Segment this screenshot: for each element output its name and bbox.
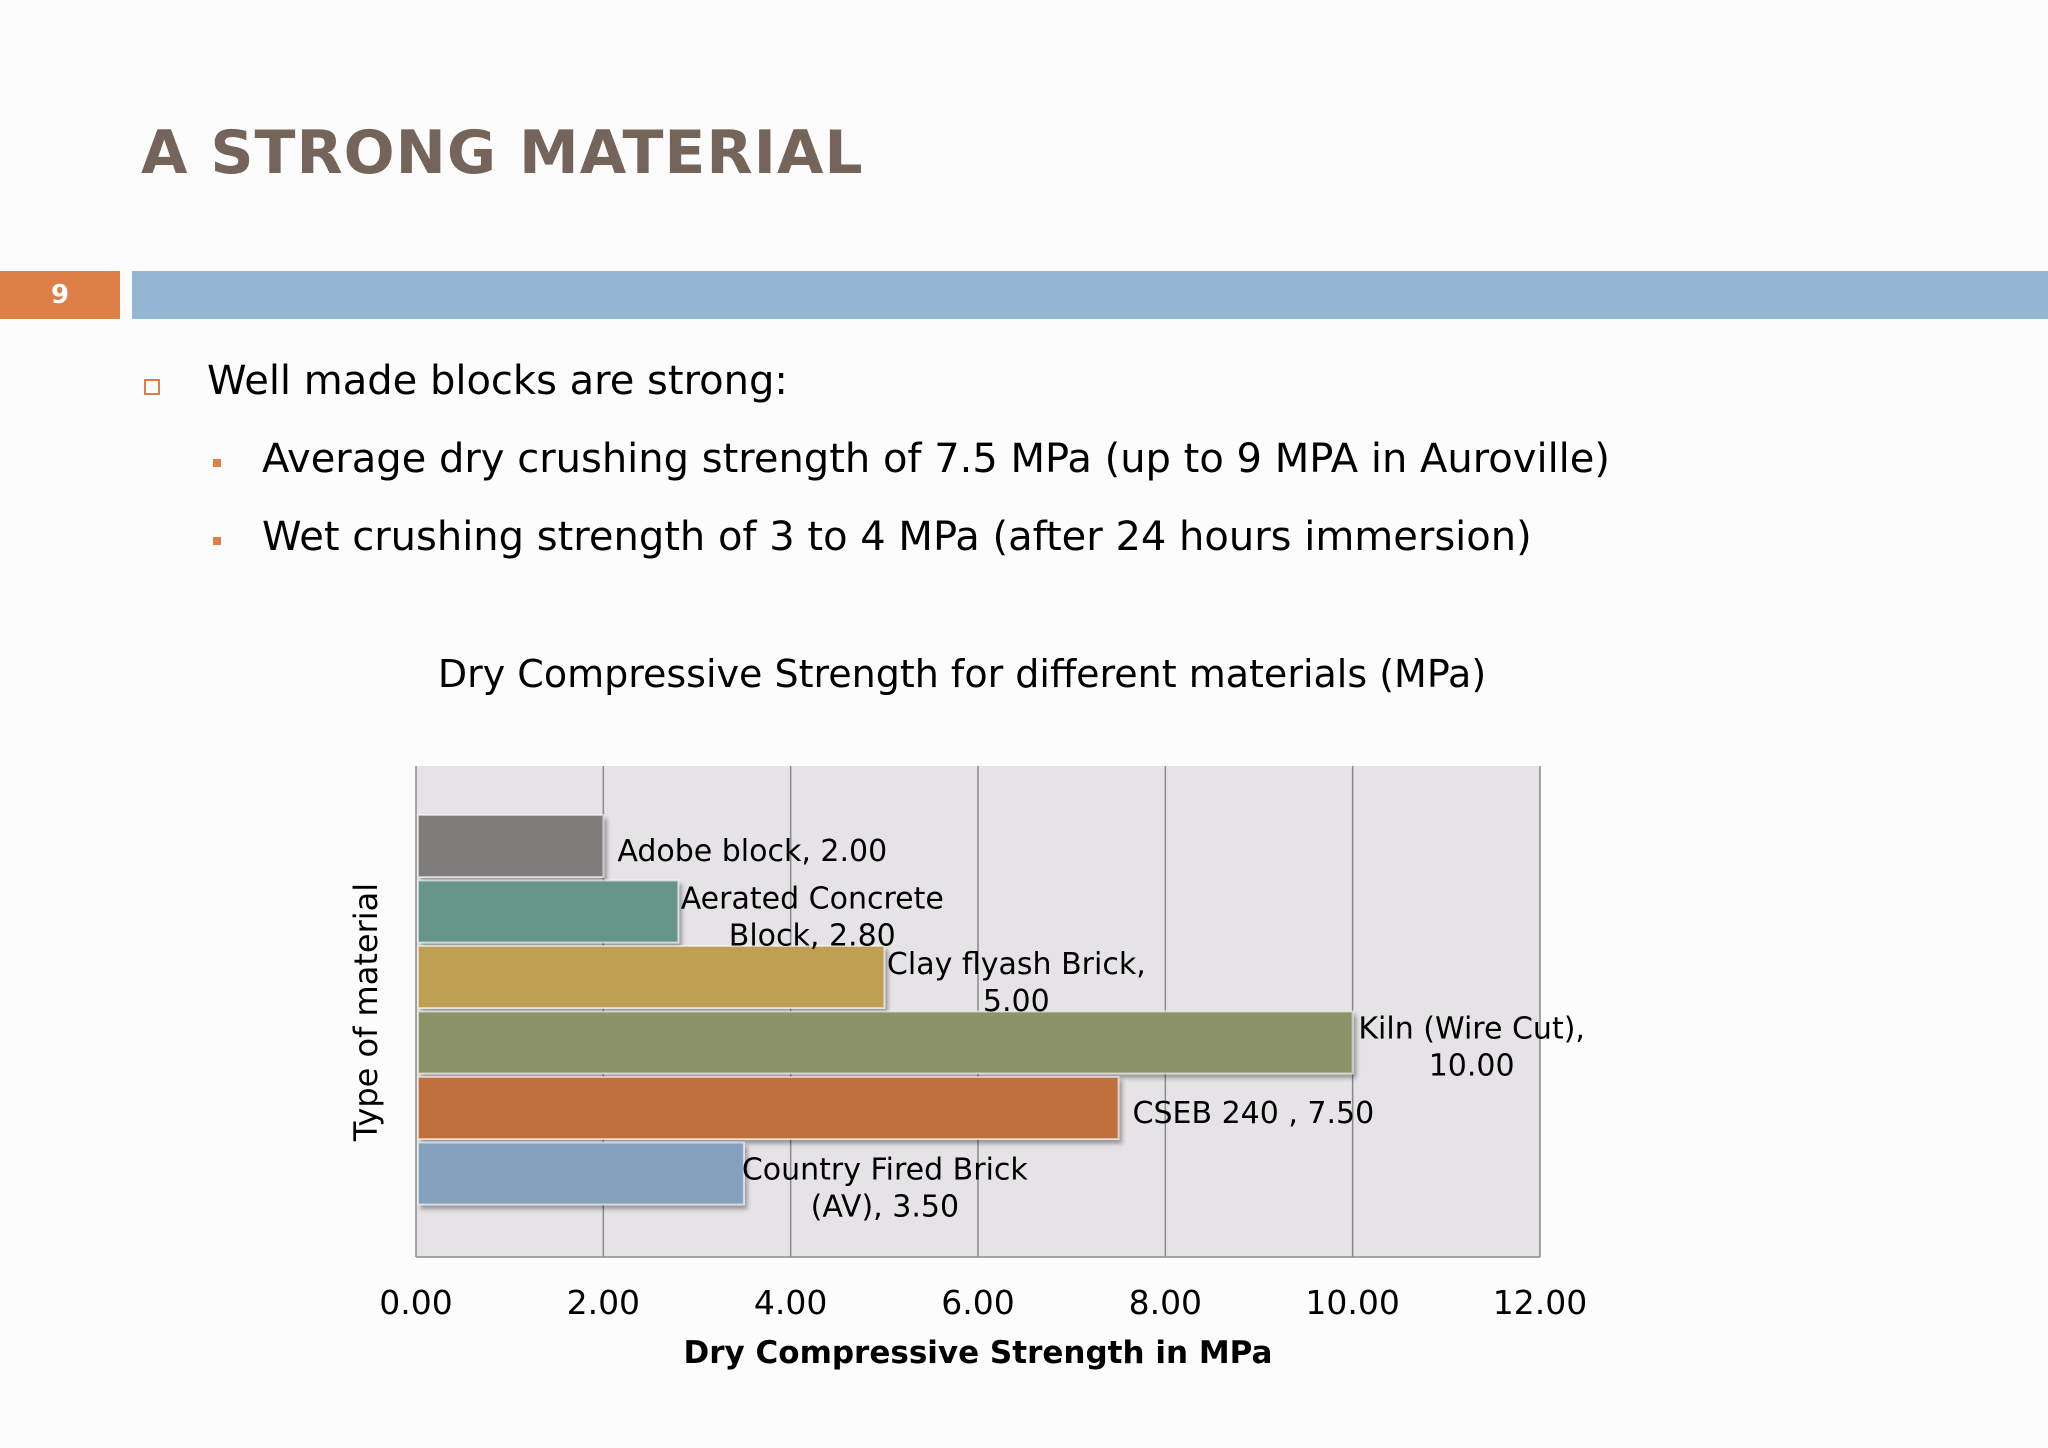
page-number: 9 xyxy=(0,271,120,319)
x-tick-label: 10.00 xyxy=(1305,1283,1399,1322)
data-label: Block, 2.80 xyxy=(729,919,896,954)
chart-title: Dry Compressive Strength for different m… xyxy=(438,652,1486,696)
x-tick-label: 8.00 xyxy=(1129,1283,1202,1322)
bar xyxy=(417,814,605,878)
data-label: Country Fired Brick xyxy=(742,1153,1029,1188)
data-label: CSEB 240 , 7.50 xyxy=(1133,1096,1375,1131)
bar xyxy=(417,1141,745,1206)
bar xyxy=(417,1010,1354,1075)
x-tick-label: 12.00 xyxy=(1493,1283,1587,1322)
y-axis-title: Type of material xyxy=(347,883,385,1142)
bar xyxy=(417,945,886,1009)
bullet-level1: Well made blocks are strong: xyxy=(207,358,788,404)
x-tick-label: 0.00 xyxy=(379,1283,452,1322)
bullet-level2-item: Wet crushing strength of 3 to 4 MPa (aft… xyxy=(262,514,1532,560)
bullet-level2-item: Average dry crushing strength of 7.5 MPa… xyxy=(262,436,1611,482)
square-bullet-icon xyxy=(144,379,160,395)
x-tick-label: 2.00 xyxy=(567,1283,640,1322)
data-label: Aerated Concrete xyxy=(681,882,944,917)
data-label: (AV), 3.50 xyxy=(811,1190,959,1225)
bar xyxy=(417,1076,1120,1140)
data-label: 10.00 xyxy=(1429,1049,1515,1084)
header-divider-bar xyxy=(132,271,2048,319)
x-tick-label: 6.00 xyxy=(941,1283,1014,1322)
data-label: Kiln (Wire Cut), xyxy=(1358,1012,1585,1047)
slide-title: A STRONG MATERIAL xyxy=(141,118,864,188)
data-label: Adobe block, 2.00 xyxy=(617,834,887,869)
data-label: Clay flyash Brick, xyxy=(887,947,1146,982)
x-axis-title: Dry Compressive Strength in MPa xyxy=(684,1335,1273,1371)
data-label: 5.00 xyxy=(983,984,1050,1019)
bar xyxy=(417,879,680,944)
x-tick-label: 4.00 xyxy=(754,1283,827,1322)
small-square-bullet-icon xyxy=(213,459,221,467)
small-square-bullet-icon xyxy=(213,537,221,545)
